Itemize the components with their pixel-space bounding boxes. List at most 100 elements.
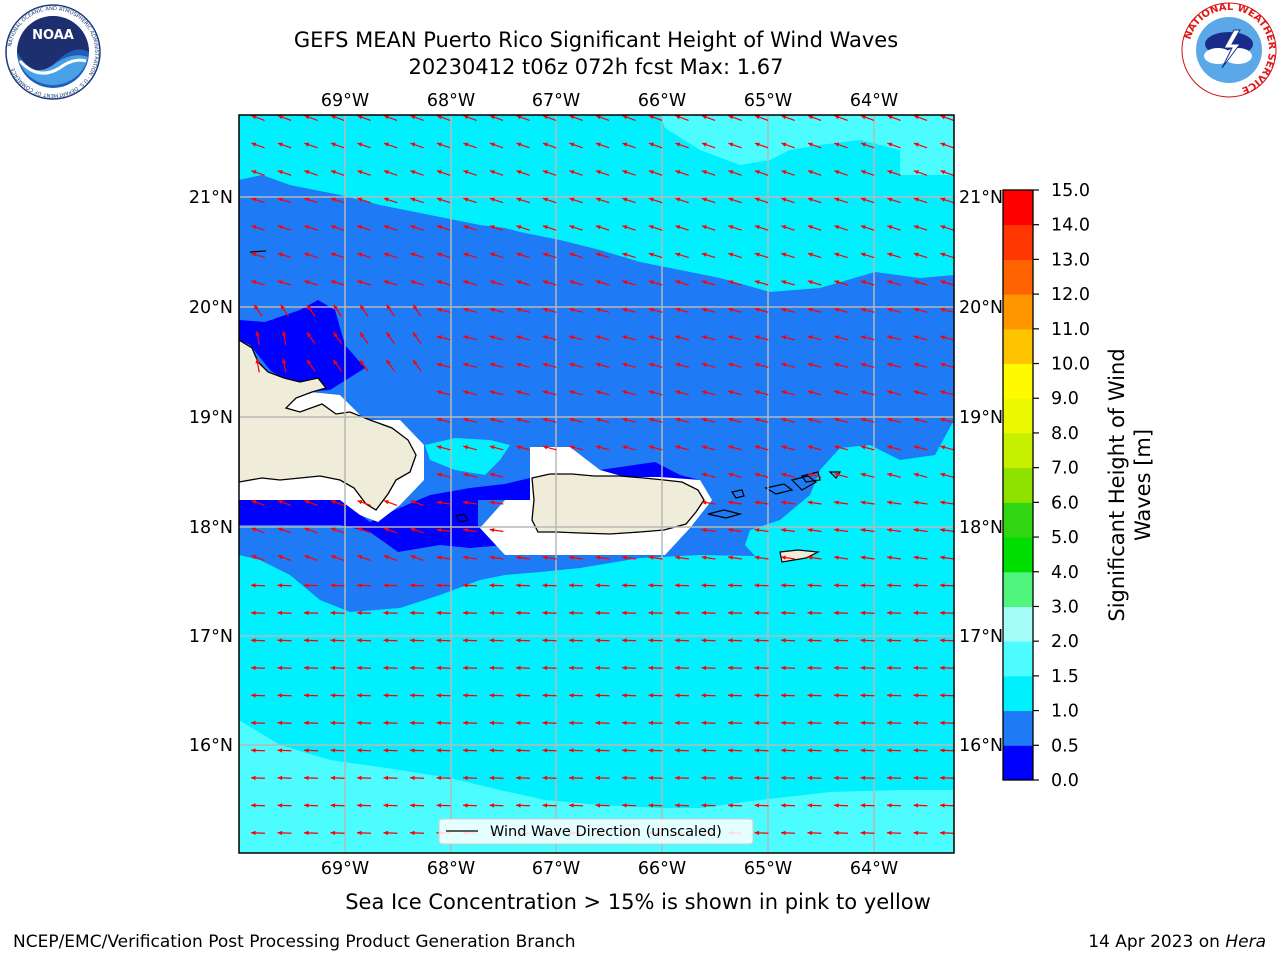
wind-arrow-head: [834, 693, 839, 698]
wind-arrow-head: [383, 638, 389, 643]
wind-arrow-head: [701, 252, 707, 257]
wind-arrow-head: [913, 720, 919, 726]
wind-arrow-head: [251, 693, 256, 698]
wind-arrow-head: [728, 445, 734, 450]
wind-arrow-head: [436, 748, 442, 753]
wind-arrow-head: [383, 252, 389, 257]
wind-arrow-head: [516, 693, 521, 698]
wind-arrow-head: [280, 304, 285, 310]
wind-arrow-head: [436, 335, 442, 340]
wind-arrow-head: [728, 610, 733, 616]
wind-arrow-head: [542, 775, 548, 781]
wind-arrow-head: [595, 445, 601, 450]
wind-arrow-head: [622, 197, 628, 202]
wind-arrow-head: [834, 307, 840, 312]
wind-arrow-head: [410, 280, 416, 285]
wind-arrow-head: [860, 225, 866, 230]
wind-arrow-head: [754, 555, 760, 560]
colorbar-tick-label: 14.0: [1051, 216, 1090, 236]
wind-arrow-head: [648, 307, 654, 312]
island-vieques: [707, 509, 743, 519]
wind-arrow-head: [251, 142, 257, 147]
wind-arrow-head: [913, 472, 919, 477]
wind-arrow-head: [913, 170, 919, 175]
wind-arrow-head: [516, 362, 522, 367]
wind-arrow-head: [913, 803, 919, 808]
wind-arrow-head: [277, 280, 283, 285]
colorbar-segment: [1003, 190, 1033, 226]
wind-arrow-head: [807, 142, 813, 147]
wind-arrow-head: [860, 830, 866, 836]
wind-arrow-head: [860, 583, 866, 588]
wind-arrow-head: [359, 359, 365, 365]
wind-arrow-head: [357, 638, 362, 643]
wind-arrow-head: [436, 225, 442, 230]
colorbar-tick-label: 0.5: [1051, 736, 1079, 756]
wind-arrow-head: [542, 142, 548, 147]
wind-arrow-head: [834, 555, 839, 560]
wind-arrow-head: [357, 610, 362, 616]
wind-arrow-head: [516, 610, 521, 616]
wind-arrow-head: [940, 115, 946, 120]
wind-arrow-head: [251, 225, 257, 230]
wind-arrow-head: [569, 610, 574, 616]
wind-arrow-head: [807, 280, 813, 285]
wind-arrow-head: [675, 665, 680, 671]
wind-arrow-head: [330, 197, 336, 202]
wind-arrow-head: [542, 280, 548, 285]
wind-arrow-head: [463, 500, 468, 505]
wind-arrow-head: [913, 748, 919, 753]
wind-arrow-head: [754, 527, 760, 533]
wind-arrow-head: [781, 693, 786, 698]
wind-arrow-head: [463, 527, 468, 533]
wind-arrow-head: [834, 638, 839, 643]
wind-arrow-head: [675, 555, 680, 560]
wind-arrow-head: [807, 803, 813, 808]
wind-arrow-head: [357, 555, 363, 560]
wind-arrow-head: [330, 830, 336, 836]
wind-arrow-head: [701, 417, 707, 422]
wind-arrow-head: [436, 197, 442, 202]
wind-arrow-head: [940, 225, 946, 230]
wind-arrow-head: [648, 225, 654, 230]
wind-arrow-head: [701, 638, 707, 643]
wind-arrow-head: [304, 830, 309, 836]
wind-arrow-head: [807, 115, 813, 120]
colorbar-segment: [1003, 502, 1033, 538]
wind-arrow-head: [357, 500, 363, 505]
wind-arrow-head: [834, 280, 840, 285]
wind-arrow-head: [834, 527, 839, 533]
wind-arrow-head: [807, 775, 813, 781]
wind-arrow-head: [330, 280, 336, 285]
wind-arrow-head: [304, 555, 310, 560]
colorbar-segment: [1003, 675, 1033, 712]
wind-arrow-head: [489, 445, 495, 450]
wind-arrow-head: [940, 638, 945, 643]
wind-arrow-head: [569, 280, 575, 285]
wind-arrow-head: [436, 142, 442, 147]
wind-arrow-head: [516, 665, 521, 671]
lon-label-bottom: 68°W: [427, 859, 475, 879]
wind-arrow-head: [357, 115, 363, 120]
land-puerto-rico: [531, 473, 705, 535]
wind-arrow-head: [913, 335, 919, 340]
lon-label-bottom: 66°W: [638, 859, 686, 879]
wind-arrow-head: [516, 115, 522, 120]
wind-arrow-head: [277, 252, 283, 257]
wind-arrow-head: [569, 748, 574, 753]
wind-arrow-head: [622, 417, 628, 422]
wind-arrow-head: [542, 638, 548, 643]
wind-arrow-head: [516, 335, 522, 340]
wind-arrow-head: [595, 197, 601, 202]
wind-arrow-head: [304, 775, 309, 781]
lat-label-left: 17°N: [189, 627, 233, 647]
wind-arrow-head: [542, 445, 548, 450]
wind-arrow-head: [330, 638, 336, 643]
lon-label-bottom: 67°W: [532, 859, 580, 879]
wind-arrow-head: [357, 748, 362, 753]
wind-arrow-head: [675, 610, 680, 616]
wind-arrow-head: [357, 720, 362, 726]
wind-arrow-head: [913, 445, 919, 450]
wind-arrow-head: [807, 610, 813, 616]
colorbar-tick-label: 10.0: [1051, 355, 1090, 375]
